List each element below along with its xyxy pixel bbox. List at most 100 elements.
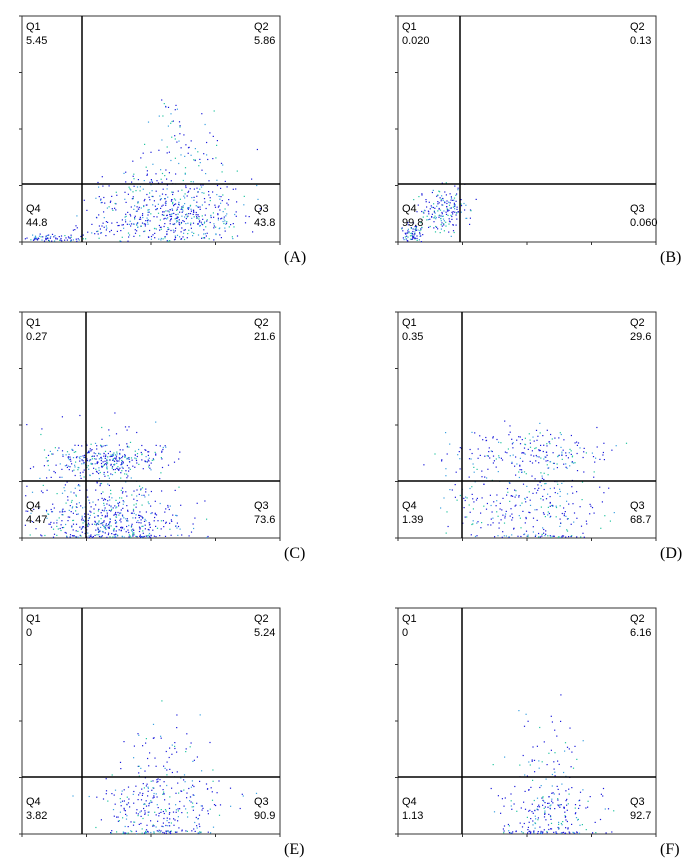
event-dot	[455, 214, 457, 216]
event-dot	[537, 831, 539, 833]
event-dot	[546, 832, 548, 834]
panel-label: (D)	[660, 545, 682, 562]
event-dot	[565, 827, 567, 829]
event-dot	[571, 535, 573, 537]
event-dot	[492, 437, 494, 439]
event-dot	[532, 812, 534, 814]
event-dot	[452, 213, 454, 215]
event-dot	[32, 239, 35, 241]
event-dot	[171, 136, 173, 138]
event-dot	[118, 457, 120, 459]
event-dot	[154, 500, 156, 502]
event-dot	[201, 237, 203, 239]
event-dot	[214, 204, 216, 206]
event-dot	[106, 512, 108, 514]
event-dot	[213, 239, 215, 241]
event-dot	[125, 481, 127, 483]
quadrant-value: 0.060	[630, 217, 658, 229]
event-dot	[97, 499, 99, 501]
event-dot	[134, 232, 137, 234]
event-dot	[134, 454, 136, 456]
event-dot	[110, 493, 112, 495]
event-dot	[481, 522, 483, 524]
event-dot	[175, 804, 177, 806]
event-dot	[132, 824, 135, 826]
event-dot	[69, 237, 71, 239]
event-dot	[98, 214, 100, 216]
event-dot	[510, 495, 512, 497]
event-dot	[74, 464, 76, 466]
event-dot	[192, 760, 194, 762]
event-dot	[170, 113, 172, 115]
quadrant-value: 5.24	[254, 627, 275, 639]
event-dot	[530, 454, 532, 456]
event-dot	[103, 453, 105, 455]
event-dot	[538, 760, 540, 762]
event-dot	[34, 236, 37, 238]
event-dot	[415, 227, 417, 229]
event-dot	[525, 501, 527, 503]
event-dot	[64, 239, 66, 241]
event-dot	[150, 512, 152, 515]
panel-label: (F)	[660, 841, 680, 858]
event-dot	[189, 796, 192, 798]
event-dot	[84, 519, 86, 521]
event-dot	[540, 831, 542, 834]
event-dot	[72, 239, 74, 241]
event-dot	[560, 804, 562, 806]
event-dot	[523, 801, 525, 803]
event-dot	[134, 821, 136, 823]
event-dot	[61, 450, 64, 452]
event-dot	[88, 524, 90, 526]
event-dot	[148, 536, 150, 538]
event-dot	[180, 222, 182, 224]
event-dot	[443, 224, 445, 226]
event-dot	[595, 832, 597, 834]
event-dot	[165, 169, 167, 171]
event-dot	[70, 239, 72, 241]
event-dot	[102, 222, 104, 224]
event-dot	[469, 511, 471, 513]
event-dot	[502, 828, 504, 830]
event-dot	[117, 816, 119, 818]
event-dot	[169, 220, 171, 222]
event-dot	[151, 181, 153, 183]
event-dot	[465, 217, 467, 219]
event-dot	[494, 536, 496, 538]
event-dot	[528, 491, 530, 493]
event-dot	[557, 799, 559, 801]
event-dot	[196, 187, 198, 189]
event-dot	[176, 234, 179, 236]
event-dot	[150, 535, 152, 537]
event-dot	[181, 207, 183, 209]
event-dot	[90, 535, 92, 537]
event-dot	[445, 225, 447, 227]
event-dot	[167, 240, 169, 242]
event-dot	[148, 805, 150, 807]
event-dot	[426, 219, 428, 221]
event-dot	[129, 535, 131, 537]
event-dot	[546, 443, 548, 445]
event-dot	[94, 442, 97, 444]
event-dot	[437, 201, 439, 203]
event-dot	[124, 454, 126, 456]
event-dot	[565, 790, 567, 792]
quadrant-value: 92.7	[630, 810, 651, 822]
event-dot	[88, 468, 90, 470]
event-dot	[139, 515, 141, 517]
event-dot	[178, 121, 181, 123]
event-dot	[613, 512, 615, 514]
event-dot	[601, 501, 603, 503]
event-dot	[115, 458, 117, 460]
quadrant-value: 0.13	[630, 35, 651, 47]
event-dot	[548, 796, 550, 798]
event-dot	[105, 455, 107, 458]
event-dot	[96, 455, 98, 457]
event-dot	[147, 121, 150, 123]
event-dot	[132, 528, 134, 530]
event-dot	[255, 792, 258, 794]
event-dot	[86, 466, 88, 468]
event-dot	[546, 454, 548, 456]
event-dot	[123, 832, 125, 834]
event-dot	[182, 220, 184, 222]
